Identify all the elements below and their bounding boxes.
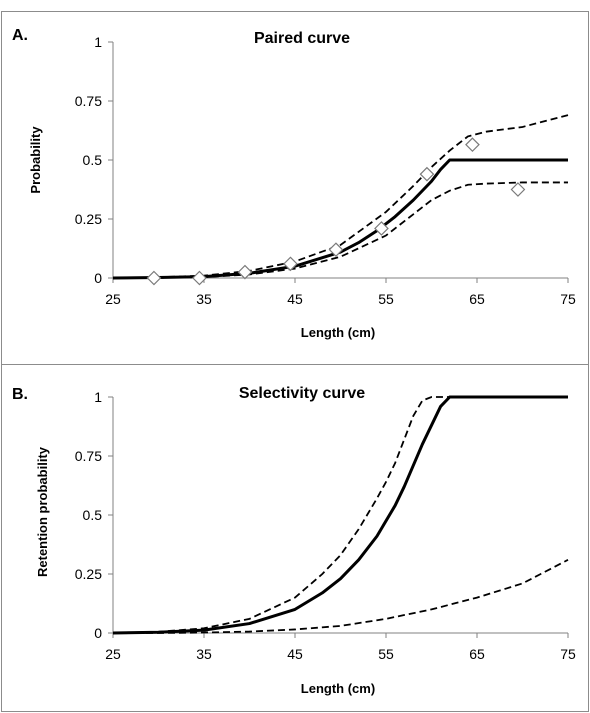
panel-b-ylabel: Retention probability (35, 446, 50, 577)
panel-b-title: Selectivity curve (239, 385, 365, 402)
panel-a-data-point (237, 264, 253, 280)
panel-a: A. Paired curve Length (cm) Probability … (1, 11, 589, 365)
panel-b-y-tick-label: 1 (94, 389, 102, 405)
panel-a-y-tick-label: 0 (94, 270, 102, 286)
panel-a-x-tick-label: 35 (196, 291, 212, 307)
panel-a-x-tick-label: 45 (287, 291, 303, 307)
panel-b-confidence-curve-1 (112, 396, 568, 634)
panel-b-y-tick-label: 0.75 (75, 448, 102, 464)
panel-a-x-tick-label: 25 (105, 291, 121, 307)
panel-b-x-tick-label: 25 (105, 646, 121, 662)
panel-a-xlabel: Length (cm) (301, 325, 375, 340)
panel-a-data-point (374, 221, 389, 236)
panel-a-data-point (419, 166, 435, 182)
panel-a-letter: A. (12, 27, 28, 44)
panel-b: B. Selectivity curve Length (cm) Retenti… (1, 364, 589, 712)
panel-a-y-tick-label: 0.5 (83, 152, 103, 168)
panel-a-x-tick-label: 65 (469, 291, 485, 307)
panel-a-data-point (328, 242, 344, 258)
panel-a-data-point (283, 256, 298, 272)
panel-b-x-tick-label: 75 (560, 646, 576, 662)
panel-b-y-tick-label: 0 (94, 625, 102, 641)
panel-a-y-tick-label: 0.75 (75, 93, 102, 109)
panel-b-x-tick-label: 35 (196, 646, 212, 662)
panel-b-x-tick-label: 65 (469, 646, 485, 662)
panel-a-data-point (510, 182, 526, 197)
panel-a-data-point (146, 270, 162, 286)
panel-a-data-point (465, 137, 480, 153)
panel-a-plot-area: 0 0.25 0.5 0.75 1 25 35 45 55 65 75 (75, 34, 576, 307)
panel-a-x-tick-label: 75 (560, 291, 576, 307)
panel-a-y-tick-label: 1 (94, 34, 102, 50)
panel-b-y-tick-label: 0.5 (83, 507, 103, 523)
panel-b-x-tick-label: 45 (287, 646, 303, 662)
panel-b-x-tick-label: 55 (378, 646, 394, 662)
panel-b-y-tick-label: 0.25 (75, 566, 102, 582)
panel-b-frame (1, 364, 589, 712)
panel-a-ylabel: Probability (28, 126, 43, 194)
panel-b-confidence-curve-2 (113, 559, 569, 634)
panel-b-plot-area: 0 0.25 0.5 0.75 1 25 35 45 55 65 75 (75, 389, 576, 662)
panel-a-y-tick-label: 0.25 (75, 211, 102, 227)
panel-b-letter: B. (12, 386, 28, 403)
panel-a-title: Paired curve (254, 30, 350, 47)
panel-b-xlabel: Length (cm) (301, 681, 375, 696)
panel-a-data-point (192, 270, 207, 286)
panel-a-frame (1, 11, 589, 365)
panel-a-x-tick-label: 55 (378, 291, 394, 307)
